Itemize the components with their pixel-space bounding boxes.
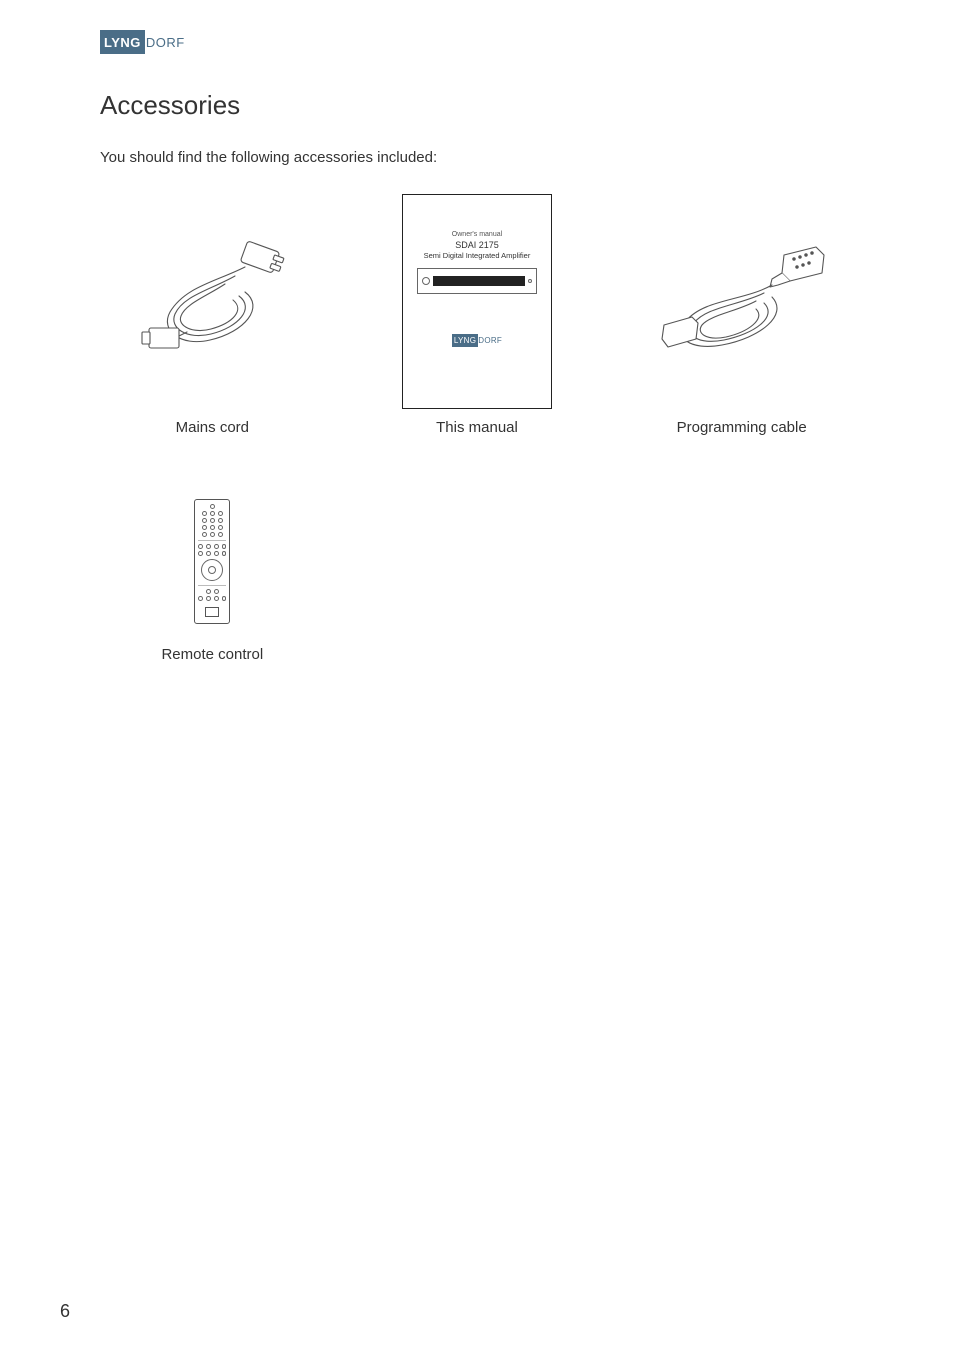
caption-remote-control: Remote control [161, 646, 263, 663]
mains-cord-icon [125, 232, 300, 372]
manual-mini-logo: LYNG DORF [452, 334, 502, 347]
accessories-grid: Mains cord Owner's manual SDAI 2175 Semi… [100, 194, 854, 663]
accessory-this-manual: Owner's manual SDAI 2175 Semi Digital In… [365, 194, 590, 436]
accessory-remote-control: Remote control [100, 486, 325, 663]
manual-line3: Semi Digital Integrated Amplifier [424, 251, 531, 260]
accessory-programming-cable: Programming cable [629, 194, 854, 436]
manual-line1: Owner's manual [452, 231, 502, 238]
manual-cover: Owner's manual SDAI 2175 Semi Digital In… [402, 194, 552, 409]
caption-mains-cord: Mains cord [176, 419, 249, 436]
manual-line2: SDAI 2175 [455, 240, 499, 250]
intro-text: You should find the following accessorie… [100, 149, 854, 166]
caption-this-manual: This manual [436, 419, 518, 436]
programming-cable-icon [644, 237, 839, 367]
brand-logo-block: LYNG [100, 30, 145, 54]
brand-name-part2: DORF [146, 35, 185, 50]
caption-programming-cable: Programming cable [677, 419, 807, 436]
manual-amp-illustration [417, 268, 537, 294]
manual-logo-part1: LYNG [452, 334, 478, 347]
brand-logo: LYNG DORF [100, 30, 185, 54]
manual-logo-part2: DORF [478, 336, 502, 345]
remote-control-icon [194, 499, 230, 624]
page-number: 6 [60, 1301, 70, 1322]
page-title: Accessories [100, 90, 854, 121]
accessory-mains-cord: Mains cord [100, 194, 325, 436]
brand-name-part1: LYNG [104, 35, 141, 50]
